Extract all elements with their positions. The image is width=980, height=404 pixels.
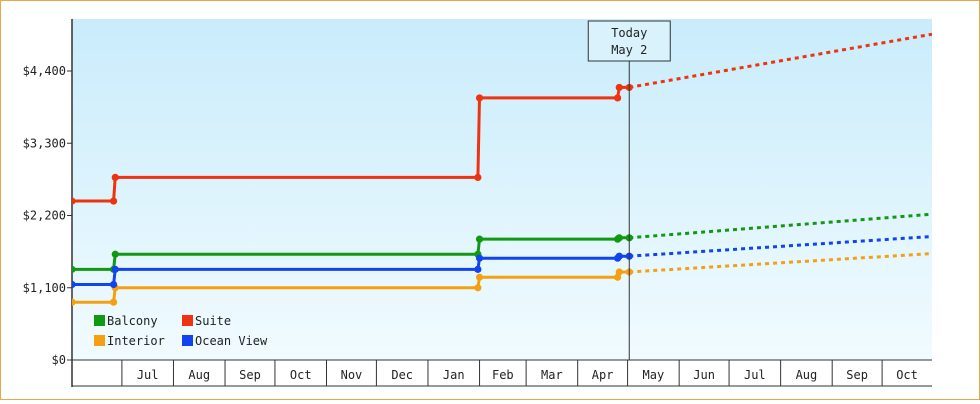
data-point <box>615 83 623 92</box>
legend-label: Balcony <box>107 314 158 328</box>
data-point <box>111 173 119 182</box>
data-point <box>474 173 482 182</box>
data-point <box>475 254 484 262</box>
data-point <box>475 94 484 102</box>
data-point <box>72 265 76 273</box>
data-point <box>475 235 484 243</box>
data-point <box>72 197 76 205</box>
series-forecast-line-0 <box>629 212 932 240</box>
data-point <box>111 250 119 258</box>
data-point <box>72 280 76 289</box>
data-point <box>614 94 622 102</box>
data-point <box>615 234 623 242</box>
data-point <box>109 197 118 205</box>
x-tick-label: Jul <box>137 368 159 382</box>
legend-swatch <box>182 335 193 346</box>
y-tick-label: $4,400 <box>23 64 66 78</box>
data-point <box>111 265 119 273</box>
y-tick-label: $3,300 <box>23 136 66 150</box>
x-tick-label: Dec <box>391 368 413 382</box>
data-point <box>109 298 118 306</box>
data-point <box>109 280 118 289</box>
legend-label: Suite <box>195 314 231 328</box>
x-tick-label: Oct <box>290 368 312 382</box>
today-box <box>587 20 671 62</box>
legend-swatch <box>94 335 105 346</box>
series-forecast-line-2 <box>629 252 932 274</box>
y-tick-label: $2,200 <box>23 209 66 223</box>
x-tick-label: May <box>643 368 665 382</box>
data-point <box>474 265 482 273</box>
x-tick-label: Mar <box>541 368 563 382</box>
x-tick-label: Jul <box>744 368 766 382</box>
plot-background <box>72 19 932 360</box>
x-tick-label: Jun <box>693 368 715 382</box>
x-axis: Jul Aug Sep Oct Nov Dec Jan Feb Mar Apr May Jun Jul A… <box>72 359 932 387</box>
today-date-label: May 2 <box>611 43 647 57</box>
today-marker: Today May 2 <box>587 20 671 360</box>
legend-swatch <box>182 315 193 326</box>
series-forecast-line-1 <box>629 32 932 89</box>
y-axis: $0 $1,100 $2,200 $3,300 $4,400 <box>23 19 73 387</box>
y-tick-label: $1,100 <box>23 281 66 295</box>
data-point <box>474 284 482 292</box>
today-label: Today <box>611 26 647 40</box>
x-tick-label: Nov <box>341 368 363 382</box>
y-tick-label: $0 <box>52 353 66 367</box>
legend-swatch <box>94 315 105 326</box>
legend-label: Interior <box>107 334 165 348</box>
data-point <box>615 252 623 260</box>
x-tick-label: Feb <box>492 368 514 382</box>
series-forecast-line-3 <box>629 235 932 258</box>
x-tick-label: Jan <box>443 368 465 382</box>
x-tick-label: Aug <box>188 368 210 382</box>
x-tick-label: Oct <box>896 368 918 382</box>
legend: Balcony Suite Interior Ocean View <box>94 314 268 348</box>
x-tick-label: Apr <box>592 368 614 382</box>
data-point <box>615 268 623 276</box>
series-group <box>72 32 932 306</box>
x-tick-label: Aug <box>796 368 818 382</box>
data-point <box>475 273 484 281</box>
legend-label: Ocean View <box>195 334 268 348</box>
x-tick-label: Sep <box>846 368 868 382</box>
data-point <box>72 298 76 306</box>
x-tick-label: Sep <box>239 368 261 382</box>
